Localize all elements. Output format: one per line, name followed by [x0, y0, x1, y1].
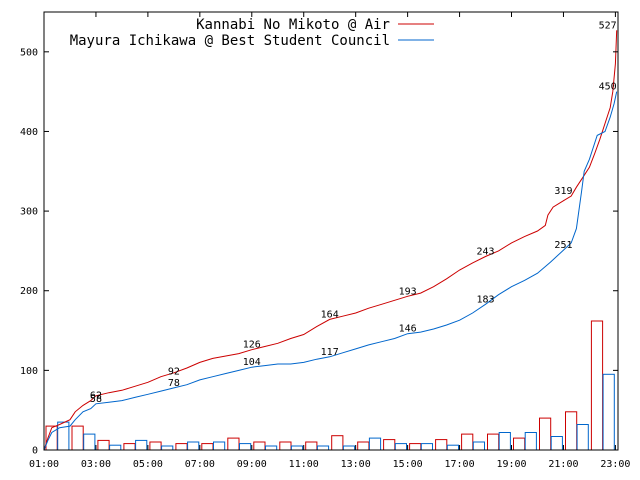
lines-group — [43, 30, 618, 451]
data-label: 104 — [243, 357, 261, 368]
axes-group: 0 100 200 300 400 500 01:00 03:00 05:00 07:00 09:0… — [20, 11, 630, 470]
data-label: 251 — [554, 240, 572, 251]
x-tick-label: 21:00 — [548, 459, 578, 470]
x-tick-label: 13:00 — [341, 459, 371, 470]
plot-frame — [43, 11, 619, 451]
x-tick-label: 19:00 — [496, 459, 526, 470]
y-tick-label: 400 — [20, 127, 38, 138]
data-label: 450 — [599, 82, 617, 93]
data-label: 193 — [399, 286, 417, 297]
y-tick-label: 100 — [20, 366, 38, 377]
data-label: 164 — [321, 309, 339, 320]
x-tick-label: 09:00 — [237, 459, 267, 470]
x-tick-label: 23:00 — [600, 459, 630, 470]
y-tick-label: 300 — [20, 207, 38, 218]
data-label: 58 — [90, 394, 102, 405]
data-label: 62 — [90, 391, 102, 402]
y-tick-label: 200 — [20, 286, 38, 297]
series-line — [43, 30, 618, 451]
x-tick-label: 15:00 — [393, 459, 423, 470]
x-tick-label: 07:00 — [185, 459, 215, 470]
data-label: 319 — [554, 186, 572, 197]
data-label: 92 — [168, 367, 180, 378]
legend-label: Mayura Ichikawa @ Best Student Council — [70, 33, 390, 49]
data-label: 78 — [168, 378, 180, 389]
y-tick-label: 0 — [32, 446, 38, 457]
x-tick-label: 11:00 — [289, 459, 319, 470]
y-tick-label: 500 — [20, 47, 38, 58]
x-tick-label: 05:00 — [133, 459, 163, 470]
x-tick-label: 03:00 — [81, 459, 111, 470]
legend-label: Kannabi No Mikoto @ Air — [196, 17, 390, 33]
data-label: 243 — [477, 246, 495, 257]
x-tick-label: 17:00 — [445, 459, 475, 470]
data-label: 146 — [399, 324, 417, 335]
series-line — [43, 91, 618, 451]
data-label: 126 — [243, 340, 261, 351]
data-label: 527 — [599, 20, 617, 31]
data-label: 117 — [321, 347, 339, 358]
x-tick-label: 01:00 — [29, 459, 59, 470]
data-label: 183 — [477, 294, 495, 305]
